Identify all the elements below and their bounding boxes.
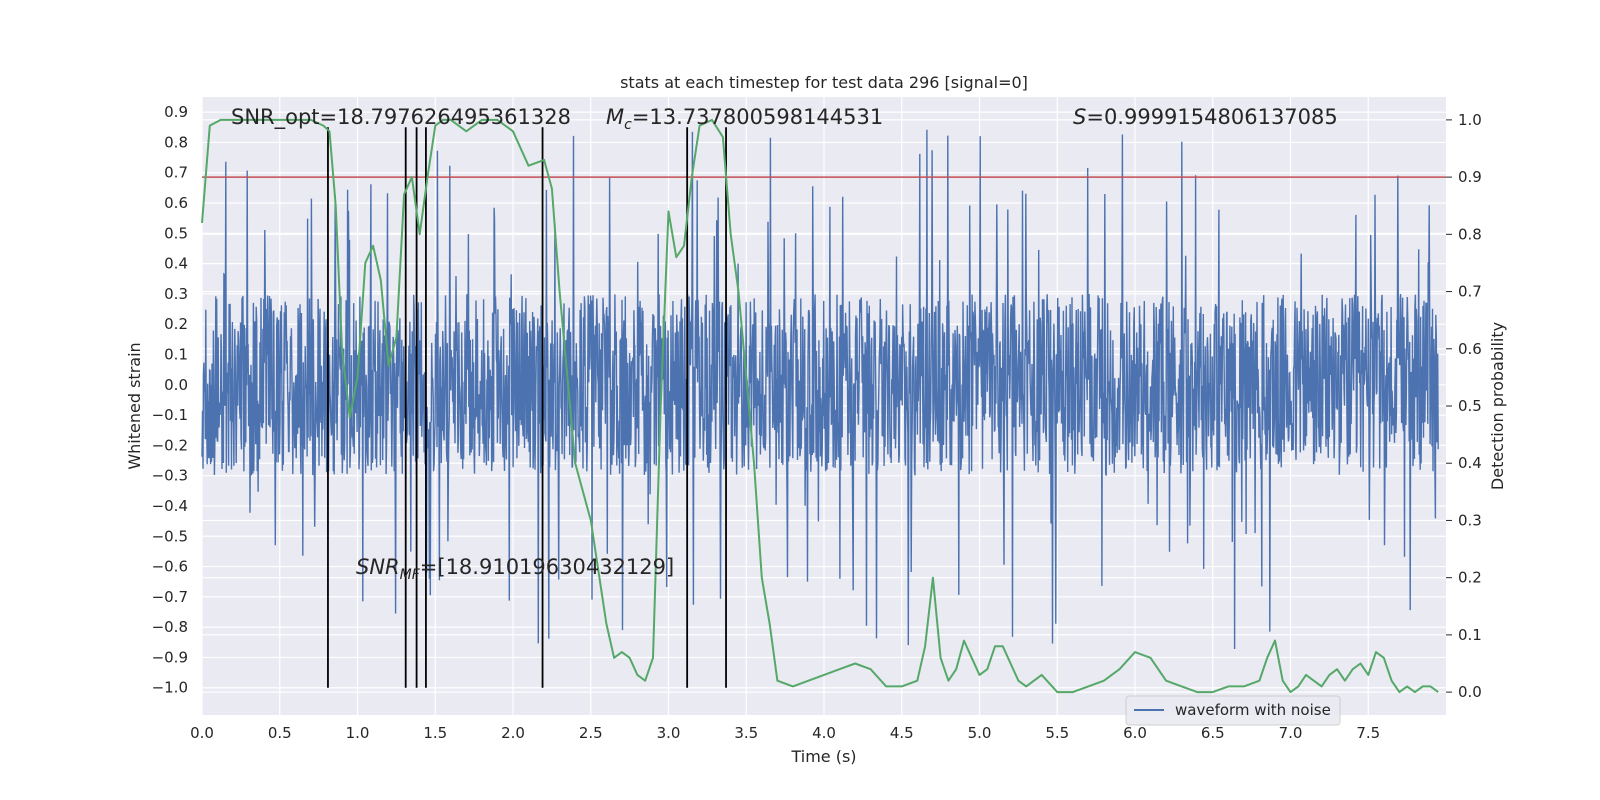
waveform-line [201,129,1439,650]
x-tick-label: 4.5 [890,724,914,742]
chirp-mass-annotation: Mc=13.737800598144531 [606,105,883,133]
x-axis-label: Time (s) [790,747,856,766]
y2-axis-label: Detection probability [1488,322,1507,490]
y-tick-label: −0.2 [152,436,188,454]
y-tick-label: −0.8 [152,618,188,636]
s-symbol: S [1073,105,1086,129]
y2-tick-label: 0.5 [1458,397,1482,415]
x-tick-label: 6.0 [1123,724,1147,742]
y2-axis-ticks: 0.0 0.1 0.2 0.3 0.4 0.5 0.6 0.7 0.8 0.9 1.0 [1446,111,1482,701]
vertical-markers [327,127,727,688]
y-tick-label: 0.3 [164,285,188,303]
y-tick-label: 0.4 [164,255,188,273]
y-tick-label: −0.4 [152,497,188,515]
x-tick-label: 2.0 [501,724,525,742]
s-annotation: S=0.9999154806137085 [1073,105,1338,129]
y-tick-label: 0.1 [164,346,188,364]
y-axis-ticks: −1.0 −0.9 −0.8 −0.7 −0.6 −0.5 −0.4 −0.3 −0.2 −0.1… [152,103,188,697]
y-tick-label: −0.6 [152,558,188,576]
x-axis-ticks: 0.0 0.5 1.0 1.5 2.0 2.5 3.0 3.5 4.0 4.5 5.0 5.5 6.0 6… [190,724,1380,742]
snr-mf-symbol: SNR [356,555,400,579]
legend-box [1125,695,1341,726]
y-tick-label: −0.9 [152,648,188,666]
x-tick-label: 6.5 [1201,724,1225,742]
x-tick-label: 7.5 [1356,724,1380,742]
x-tick-label: 1.0 [346,724,370,742]
chirp-mass-subscript: c [624,117,632,133]
x-tick-label: 0.5 [268,724,292,742]
x-tick-label: 5.5 [1045,724,1069,742]
y2-tick-label: 0.4 [1458,454,1482,472]
y-axis-label: Whitened strain [125,342,144,469]
y2-tick-label: 0.1 [1458,626,1482,644]
y2-tick-label: 0.8 [1458,225,1482,243]
snr-mf-subscript: MF [400,567,421,583]
y2-tick-label: 0.6 [1458,340,1482,358]
y-tick-label: 0.9 [164,103,188,121]
waveform-series [201,129,1439,650]
y2-tick-label: 0.7 [1458,283,1482,301]
y2-tick-label: 0.9 [1458,168,1482,186]
y-tick-label: 0.2 [164,315,188,333]
x-tick-label: 1.5 [423,724,447,742]
y-tick-label: 0.8 [164,133,188,151]
s-value: =0.9999154806137085 [1086,105,1337,129]
x-tick-label: 7.0 [1279,724,1303,742]
y-tick-label: −1.0 [152,679,188,697]
y2-tick-label: 1.0 [1458,111,1482,129]
y2-tick-label: 0.2 [1458,569,1482,587]
y2-tick-label: 0.3 [1458,511,1482,529]
x-tick-label: 3.5 [734,724,758,742]
x-tick-label: 2.5 [579,724,603,742]
x-tick-label: 3.0 [657,724,681,742]
snr-mf-annotation: SNRMF=[18.91019630432129] [356,555,674,583]
legend: waveform with noise [1125,695,1341,726]
chart-title: stats at each timestep for test data 296… [620,73,1028,92]
y-tick-label: 0.6 [164,194,188,212]
y-tick-label: 0.0 [164,376,188,394]
snr-mf-value: =[18.91019630432129] [420,555,674,579]
legend-label: waveform with noise [1175,701,1331,719]
y-tick-label: −0.1 [152,406,188,424]
y2-tick-label: 0.0 [1458,683,1482,701]
x-tick-label: 0.0 [190,724,214,742]
y-tick-label: −0.7 [152,588,188,606]
chirp-mass-symbol: M [606,105,624,129]
y-tick-label: 0.5 [164,224,188,242]
chirp-mass-value: =13.737800598144531 [632,105,883,129]
y-tick-label: 0.7 [164,164,188,182]
snr-opt-annotation: SNR_opt=18.797626495361328 [231,105,571,130]
detection-probability-series [201,118,1439,694]
x-tick-label: 4.0 [812,724,836,742]
y-tick-label: −0.3 [152,467,188,485]
y-tick-label: −0.5 [152,527,188,545]
probability-line [201,118,1439,694]
x-tick-label: 5.0 [968,724,992,742]
